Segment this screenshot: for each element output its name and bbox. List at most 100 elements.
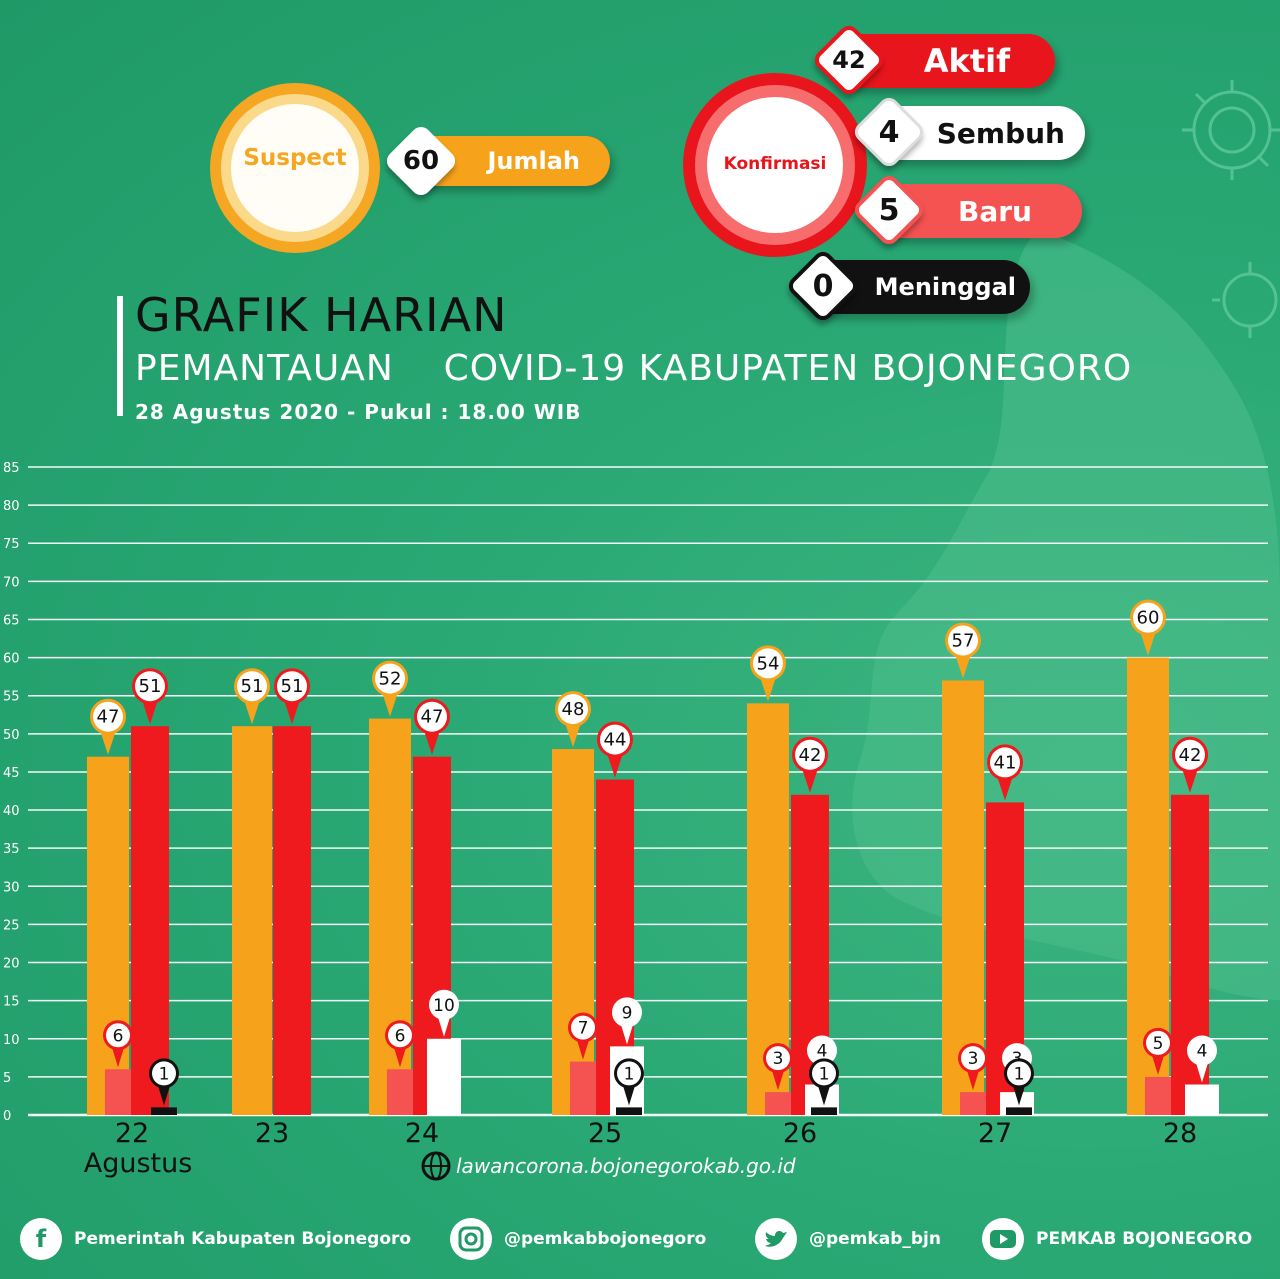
y-tick-label: 80 [3, 499, 20, 514]
data-label: 5 [1153, 1034, 1164, 1054]
data-label: 51 [281, 676, 304, 697]
youtube-label: PEMKAB BOJONEGORO [1036, 1229, 1252, 1249]
data-label: 42 [799, 745, 822, 766]
instagram-label: @pemkabbojonegoro [504, 1229, 706, 1249]
data-label: 1 [1014, 1064, 1025, 1084]
y-tick-label: 5 [3, 1071, 11, 1086]
y-tick-label: 20 [3, 957, 20, 972]
bar-baru [387, 1069, 413, 1115]
data-label: 60 [1137, 608, 1160, 629]
aktif-label: Aktif [924, 42, 1010, 80]
data-label: 51 [241, 676, 264, 697]
data-label: 3 [968, 1049, 979, 1069]
data-label: 6 [395, 1026, 406, 1046]
data-label: 57 [952, 630, 975, 651]
footer-twitter[interactable]: @pemkab_bjn [755, 1218, 941, 1260]
bar-suspect [369, 719, 411, 1115]
data-label: 7 [578, 1019, 589, 1039]
bar-baru [105, 1069, 131, 1115]
data-label: 47 [421, 707, 444, 728]
data-label: 51 [139, 676, 162, 697]
bar-suspect [552, 749, 594, 1115]
data-label: 1 [819, 1064, 830, 1084]
globe-icon [420, 1150, 452, 1182]
x-axis-sublabel: Agustus [84, 1148, 193, 1179]
facebook-icon: f [20, 1218, 62, 1260]
bar-baru [765, 1092, 791, 1115]
x-tick-label: 22 [115, 1118, 149, 1149]
bar-suspect [232, 726, 272, 1115]
y-tick-label: 35 [3, 842, 20, 857]
twitter-label: @pemkab_bjn [809, 1229, 941, 1249]
twitter-icon [755, 1218, 797, 1260]
bar-suspect [87, 757, 129, 1115]
data-label: 3 [773, 1049, 784, 1069]
y-tick-label: 55 [3, 690, 20, 705]
footer-youtube[interactable]: PEMKAB BOJONEGORO [982, 1218, 1252, 1260]
bar-meninggal [811, 1107, 837, 1115]
suspect-value: 60 [394, 134, 448, 188]
x-tick-label: 25 [588, 1118, 622, 1149]
x-tick-label: 26 [783, 1118, 817, 1149]
y-tick-label: 10 [3, 1033, 20, 1048]
meninggal-value: 0 [796, 259, 850, 313]
data-label: 52 [379, 669, 402, 690]
y-tick-label: 60 [3, 652, 20, 667]
chart-date: 28 Agustus 2020 - Pukul : 18.00 WIB [135, 400, 581, 424]
data-label: 54 [757, 653, 780, 674]
bar-aktif [131, 726, 169, 1115]
meninggal-label: Meninggal [875, 273, 1016, 301]
suspect-jumlah-label: Jumlah [487, 147, 580, 175]
virus-icon [1182, 80, 1280, 338]
y-tick-label: 70 [3, 575, 20, 590]
bar-baru [570, 1062, 596, 1115]
website-url[interactable]: lawancorona.bojonegorokab.go.id [456, 1154, 796, 1178]
website[interactable]: lawancorona.bojonegorokab.go.id [420, 1150, 796, 1182]
bar-baru [960, 1092, 986, 1115]
y-tick-label: 40 [3, 804, 20, 819]
y-tick-label: 25 [3, 918, 20, 933]
x-tick-label: 24 [405, 1118, 439, 1149]
y-tick-label: 45 [3, 766, 20, 781]
bar-meninggal [1006, 1107, 1032, 1115]
y-tick-label: 50 [3, 728, 20, 743]
facebook-label: Pemerintah Kabupaten Bojonegoro [74, 1229, 411, 1249]
chart-subtitle: PEMANTAUAN COVID-19 KABUPATEN BOJONEGORO [135, 348, 1132, 389]
bar-sembuh [1185, 1085, 1219, 1115]
chart-title: GRAFIK HARIAN [135, 288, 508, 342]
data-label: 10 [433, 996, 455, 1016]
x-tick-label: 23 [255, 1118, 289, 1149]
footer-facebook[interactable]: f Pemerintah Kabupaten Bojonegoro [20, 1218, 411, 1260]
bar-baru [1145, 1077, 1171, 1115]
data-label: 42 [1179, 745, 1202, 766]
data-label: 1 [624, 1064, 635, 1084]
bar-meninggal [151, 1107, 177, 1115]
x-tick-label: 27 [978, 1118, 1012, 1149]
y-tick-label: 65 [3, 613, 20, 628]
footer-instagram[interactable]: @pemkabbojonegoro [450, 1218, 706, 1260]
baru-value: 5 [862, 183, 916, 237]
y-tick-label: 85 [3, 461, 20, 476]
y-tick-label: 75 [3, 537, 20, 552]
y-tick-label: 0 [3, 1109, 11, 1124]
data-label: 41 [994, 752, 1017, 773]
bar-aktif [273, 726, 311, 1115]
aktif-value: 42 [822, 33, 876, 87]
data-label: 44 [604, 730, 627, 751]
y-tick-label: 15 [3, 995, 20, 1010]
baru-label: Baru [958, 195, 1032, 228]
data-label: 1 [159, 1064, 170, 1084]
x-tick-label: 28 [1163, 1118, 1197, 1149]
heading-bar [117, 296, 123, 416]
data-label: 48 [562, 699, 585, 720]
bar-meninggal [616, 1107, 642, 1115]
data-label: 47 [97, 707, 120, 728]
sembuh-label: Sembuh [937, 117, 1065, 150]
konfirmasi-label: Konfirmasi [680, 154, 870, 174]
data-label: 4 [1197, 1042, 1208, 1062]
y-tick-label: 30 [3, 880, 20, 895]
instagram-icon [450, 1218, 492, 1260]
data-label: 6 [113, 1026, 124, 1046]
